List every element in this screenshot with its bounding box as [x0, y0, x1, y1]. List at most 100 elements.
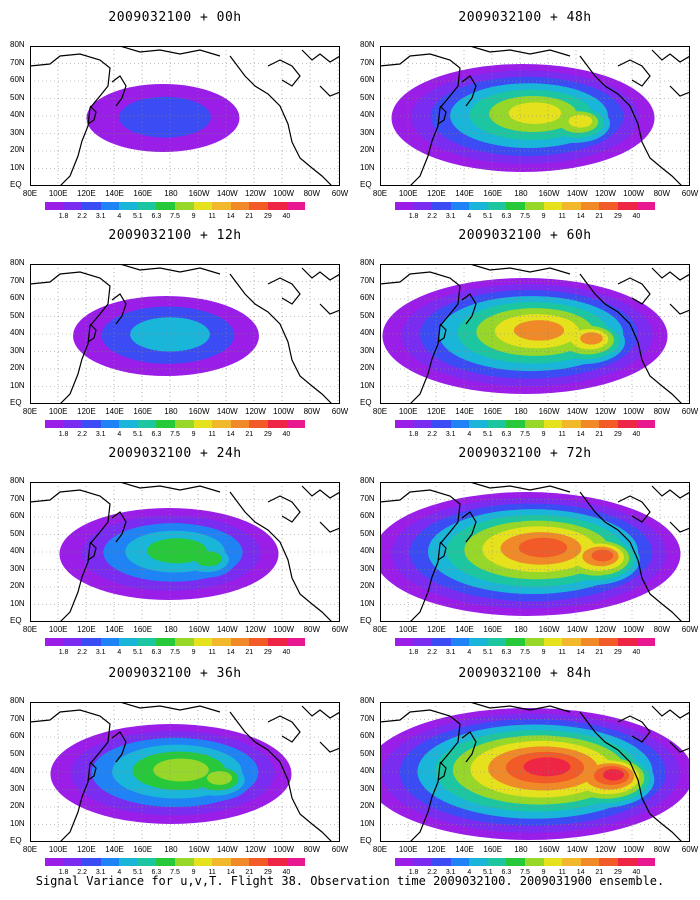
colorbar-tick-label: 5.1: [132, 213, 143, 220]
longitude-label: 140E: [455, 625, 474, 634]
latitude-label: 60N: [360, 75, 375, 84]
colorbar-swatch: [487, 420, 507, 428]
longitude-label: 100E: [398, 845, 418, 854]
colorbar-swatch: [63, 420, 83, 428]
colorbar-swatch: [506, 420, 526, 428]
colorbar-swatch: [212, 858, 231, 866]
latitude-label: 30N: [360, 127, 375, 137]
colorbar-swatch: [413, 638, 433, 646]
coastline: [111, 293, 127, 325]
longitude-label: 160E: [133, 625, 153, 634]
colorbar-tick-label: 3.1: [95, 649, 106, 656]
coastline: [669, 741, 690, 753]
panel-title: 2009032100 + 60h: [458, 228, 592, 243]
coastline: [319, 85, 340, 97]
colorbar-swatch: [286, 202, 306, 210]
colorbar-tick-label: 40: [632, 869, 641, 876]
longitude-label: 120E: [77, 189, 96, 198]
latitude-label: 50N: [360, 528, 375, 538]
colorbar-swatch: [137, 638, 157, 646]
variance-contour: [153, 758, 209, 782]
panel-title: 2009032100 + 00h: [108, 10, 242, 25]
colorbar: [395, 202, 656, 210]
colorbar-tick-label: 29: [263, 213, 272, 220]
latitude-label: 30N: [360, 783, 375, 793]
latitude-label: EQ: [360, 180, 372, 189]
coastline: [301, 485, 340, 499]
colorbar-tick-label: 2.2: [77, 869, 87, 876]
coastline: [30, 271, 111, 404]
colorbar-swatch: [45, 858, 64, 866]
colorbar-tick-label: 11: [558, 213, 566, 220]
colorbar-tick-label: 5.1: [482, 649, 493, 656]
longitude-label: 100W: [623, 625, 645, 634]
colorbar-tick-label: 6.3: [151, 431, 162, 438]
colorbar-tick-label: 1.8: [58, 431, 69, 438]
latitude-label: 80N: [360, 40, 375, 49]
colorbar-swatch: [636, 202, 656, 210]
colorbar-tick-label: 21: [245, 431, 254, 438]
variance-map: [380, 46, 690, 186]
coastline: [579, 273, 683, 404]
colorbar-swatch: [175, 858, 194, 866]
colorbar-swatch: [432, 638, 451, 646]
longitude-label: 160W: [188, 407, 210, 416]
colorbar-tick-label: 21: [595, 431, 604, 438]
longitude-label: 100E: [48, 845, 68, 854]
colorbar-tick-label: 21: [595, 869, 604, 876]
colorbar-swatch: [525, 638, 544, 646]
latitude-label: 50N: [360, 92, 375, 102]
colorbar-swatch: [413, 420, 433, 428]
longitude-label: 180: [164, 625, 178, 634]
colorbar-tick-label: 3.1: [445, 213, 456, 220]
latitude-label: 70N: [360, 493, 375, 503]
colorbar-swatch: [413, 202, 433, 210]
colorbar-swatch: [100, 420, 120, 428]
colorbar-swatch: [617, 638, 637, 646]
longitude-label: 80W: [303, 407, 321, 416]
colorbar: [45, 638, 306, 646]
colorbar-swatch: [286, 420, 306, 428]
colorbar-swatch: [450, 858, 470, 866]
colorbar-swatch: [212, 202, 231, 210]
longitude-label: 100W: [273, 845, 295, 854]
colorbar-tick-label: 2.2: [427, 649, 437, 656]
colorbar-swatch: [175, 202, 194, 210]
coastline: [617, 277, 651, 305]
longitude-label: 60W: [331, 189, 349, 198]
latitude-label: 10N: [10, 380, 25, 390]
latitude-label: 40N: [360, 766, 375, 775]
longitude-label: 180: [164, 189, 178, 198]
latitude-label: 50N: [10, 92, 25, 102]
colorbar-swatch: [413, 858, 433, 866]
latitude-label: 70N: [360, 713, 375, 723]
coastline: [380, 53, 461, 186]
colorbar-tick-label: 9: [541, 869, 546, 876]
latitude-label: 10N: [10, 818, 25, 828]
colorbar-swatch: [119, 638, 138, 646]
colorbar-tick-label: 5.1: [132, 869, 143, 876]
variance-map: [30, 46, 340, 186]
colorbar-swatch: [267, 858, 287, 866]
longitude-label: 80E: [22, 845, 38, 854]
colorbar-swatch: [617, 858, 637, 866]
latitude-label: 50N: [360, 310, 375, 320]
latitude-label: 50N: [10, 748, 25, 758]
variance-contour: [518, 537, 568, 558]
panel-title: 2009032100 + 24h: [108, 446, 242, 461]
longitude-label: 180: [164, 407, 178, 416]
latitude-label: 40N: [10, 546, 25, 555]
variance-map: [30, 482, 340, 622]
colorbar-swatch: [286, 858, 306, 866]
longitude-label: 140E: [455, 189, 474, 198]
latitude-label: 70N: [360, 275, 375, 285]
longitude-label: 160W: [188, 845, 210, 854]
colorbar-tick-label: 2.2: [77, 431, 87, 438]
map-panel: 2009032100 + 60h 80N 70N 60N 50N 40N 30N 20N 10N…: [360, 224, 698, 444]
longitude-label: 160W: [538, 845, 560, 854]
colorbar-tick-label: 14: [226, 869, 235, 876]
colorbar: [395, 858, 656, 866]
colorbar-swatch: [267, 420, 287, 428]
coastline: [380, 271, 461, 404]
colorbar-tick-label: 21: [245, 649, 254, 656]
